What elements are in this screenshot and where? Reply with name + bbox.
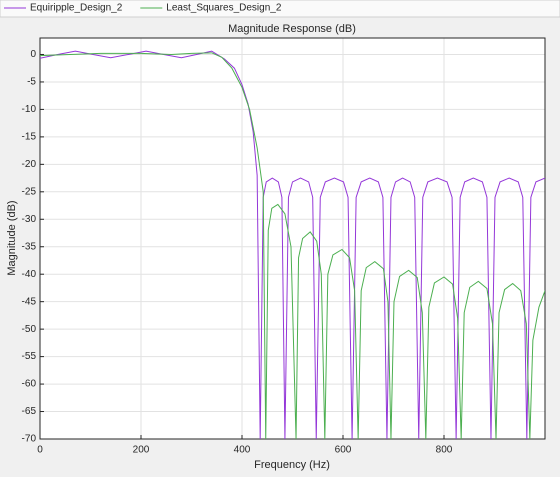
- plot-frame: [39, 37, 546, 440]
- y-tick-label: -10: [22, 104, 37, 115]
- y-axis-label: Magnitude (dB): [6, 200, 18, 275]
- series-line: [40, 50, 545, 439]
- x-tick-label: 200: [133, 445, 150, 456]
- y-tick-label: -45: [22, 296, 37, 307]
- x-axis-label: Frequency (Hz): [254, 459, 330, 471]
- y-tick-label: -30: [22, 214, 37, 225]
- x-tick-label: 800: [436, 445, 453, 456]
- plot-area: [40, 38, 545, 439]
- y-tick-label: -70: [22, 434, 37, 445]
- y-tick-label: -15: [22, 132, 37, 143]
- y-tick-label: -65: [22, 406, 37, 417]
- legend-label: Least_Squares_Design_2: [166, 3, 282, 14]
- y-tick-label: -5: [27, 77, 36, 88]
- legend-label: Equiripple_Design_2: [30, 3, 123, 14]
- series-line: [40, 52, 545, 439]
- y-tick-label: -60: [22, 379, 37, 390]
- x-tick-label: 600: [335, 445, 352, 456]
- y-tick-label: -20: [22, 159, 37, 170]
- y-tick-label: -50: [22, 324, 37, 335]
- chart-title: Magnitude Response (dB): [228, 23, 356, 35]
- y-tick-label: -35: [22, 241, 37, 252]
- y-tick-label: -55: [22, 351, 37, 362]
- y-tick-label: 0: [30, 49, 36, 60]
- y-tick-label: -25: [22, 186, 37, 197]
- plot-lines: [40, 50, 545, 439]
- x-tick-label: 0: [37, 445, 43, 456]
- x-tick-label: 400: [234, 445, 251, 456]
- y-tick-label: -40: [22, 269, 37, 280]
- legend-box: [0, 0, 560, 18]
